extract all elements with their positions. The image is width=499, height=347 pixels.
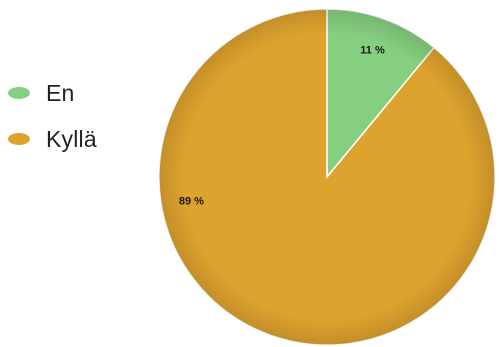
- data-label-en: 11 %: [360, 44, 385, 56]
- pie-data-labels: 11 % 89 %: [179, 44, 385, 207]
- pie-slice-kylla: [158, 8, 496, 346]
- legend-label-kylla: Kyllä: [46, 125, 97, 152]
- legend-swatch-en: [8, 87, 30, 99]
- legend: En Kyllä: [8, 70, 97, 162]
- pie-slices: [158, 8, 496, 346]
- legend-swatch-kylla: [8, 133, 30, 145]
- legend-item-kylla: Kyllä: [8, 116, 97, 162]
- data-label-kylla: 89 %: [179, 195, 204, 207]
- legend-label-en: En: [46, 79, 75, 106]
- legend-item-en: En: [8, 70, 97, 116]
